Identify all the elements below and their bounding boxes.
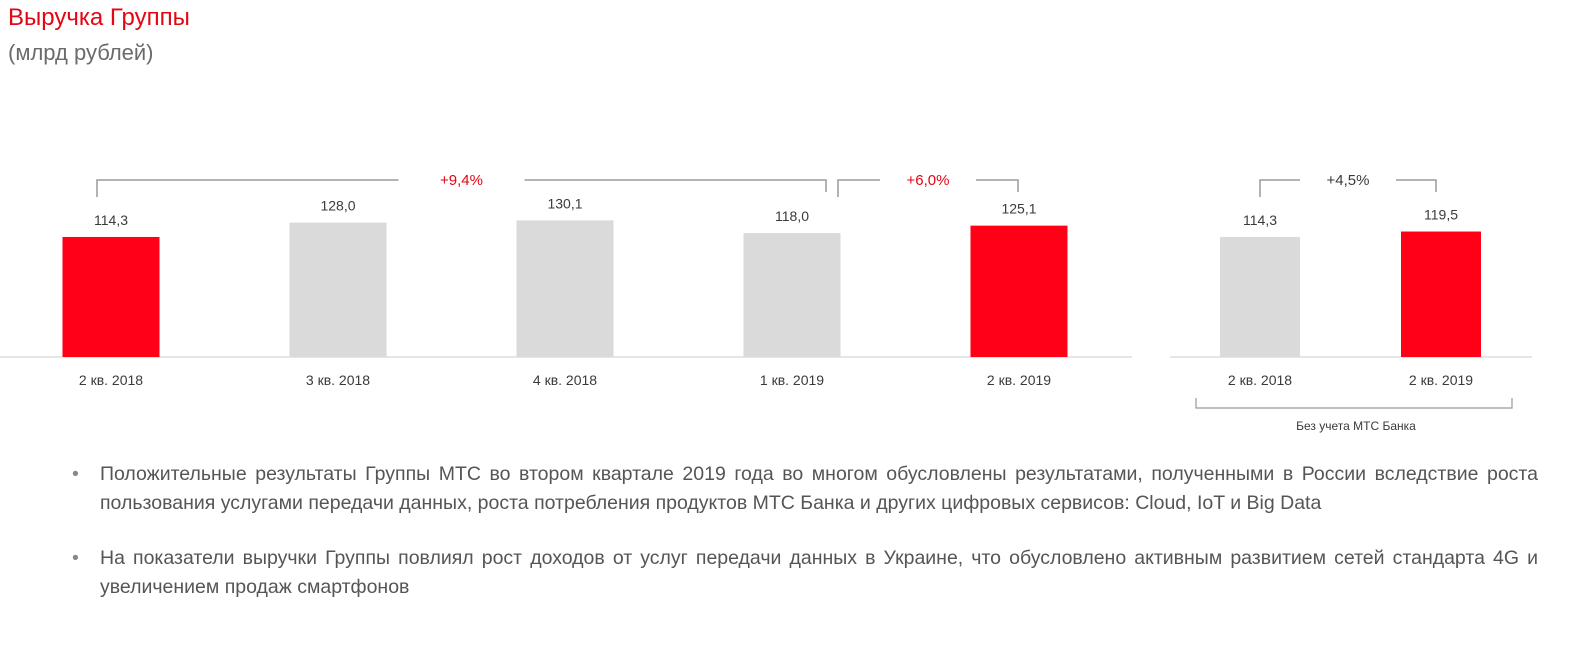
bullet-icon: • [72,463,79,485]
data-label: 125,1 [1001,201,1036,217]
bar-1-1 [62,236,160,357]
bar-1-3 [516,220,614,357]
revenue-chart: 114,3 2 кв. 2018 128,0 3 кв. 2018 130,1 4 кв.… [0,172,1532,433]
chart-title: Выручка Группы [8,4,190,31]
x-tick-label: 2 кв. 2019 [987,372,1051,388]
chart-subtitle: (млрд рублей) [8,40,154,65]
commentary-item: • Положительные результаты Группы МТС во… [72,460,1538,518]
growth-annotation: +4,5% [1327,172,1370,189]
commentary-text: Положительные результаты Группы МТС во в… [100,463,1538,514]
growth-bracket [837,179,1019,197]
x-tick-label: 2 кв. 2018 [1228,372,1292,388]
growth-annotation: +9,4% [440,172,483,189]
data-label: 118,0 [775,208,809,224]
growth-bracket [96,179,827,197]
x-tick-label: 2 кв. 2019 [1409,372,1473,388]
commentary-list: • Положительные результаты Группы МТС во… [72,460,1538,602]
data-label: 114,3 [94,212,128,228]
group-label: Без учета МТС Банка [1296,419,1416,433]
data-label: 128,0 [320,198,355,214]
group-bracket [1195,398,1513,409]
x-tick-label: 2 кв. 2018 [79,372,143,388]
bullet-icon: • [72,547,79,569]
x-tick-label: 4 кв. 2018 [533,372,597,388]
data-label: 130,1 [547,195,582,211]
bar-1-2 [289,222,387,357]
commentary-item: • На показатели выручки Группы повлиял р… [72,544,1538,602]
bar-1-5 [970,225,1068,357]
x-tick-label: 1 кв. 2019 [760,372,824,388]
x-tick-label: 3 кв. 2018 [306,372,370,388]
growth-annotation: +6,0% [907,172,950,189]
growth-bracket [1259,179,1437,197]
bar-1-4 [743,233,841,357]
bar-2-2 [1401,231,1481,357]
bar-2-1 [1220,236,1300,357]
data-label: 114,3 [1243,212,1277,228]
data-label: 119,5 [1424,207,1458,223]
commentary-text: На показатели выручки Группы повлиял рос… [100,547,1538,598]
